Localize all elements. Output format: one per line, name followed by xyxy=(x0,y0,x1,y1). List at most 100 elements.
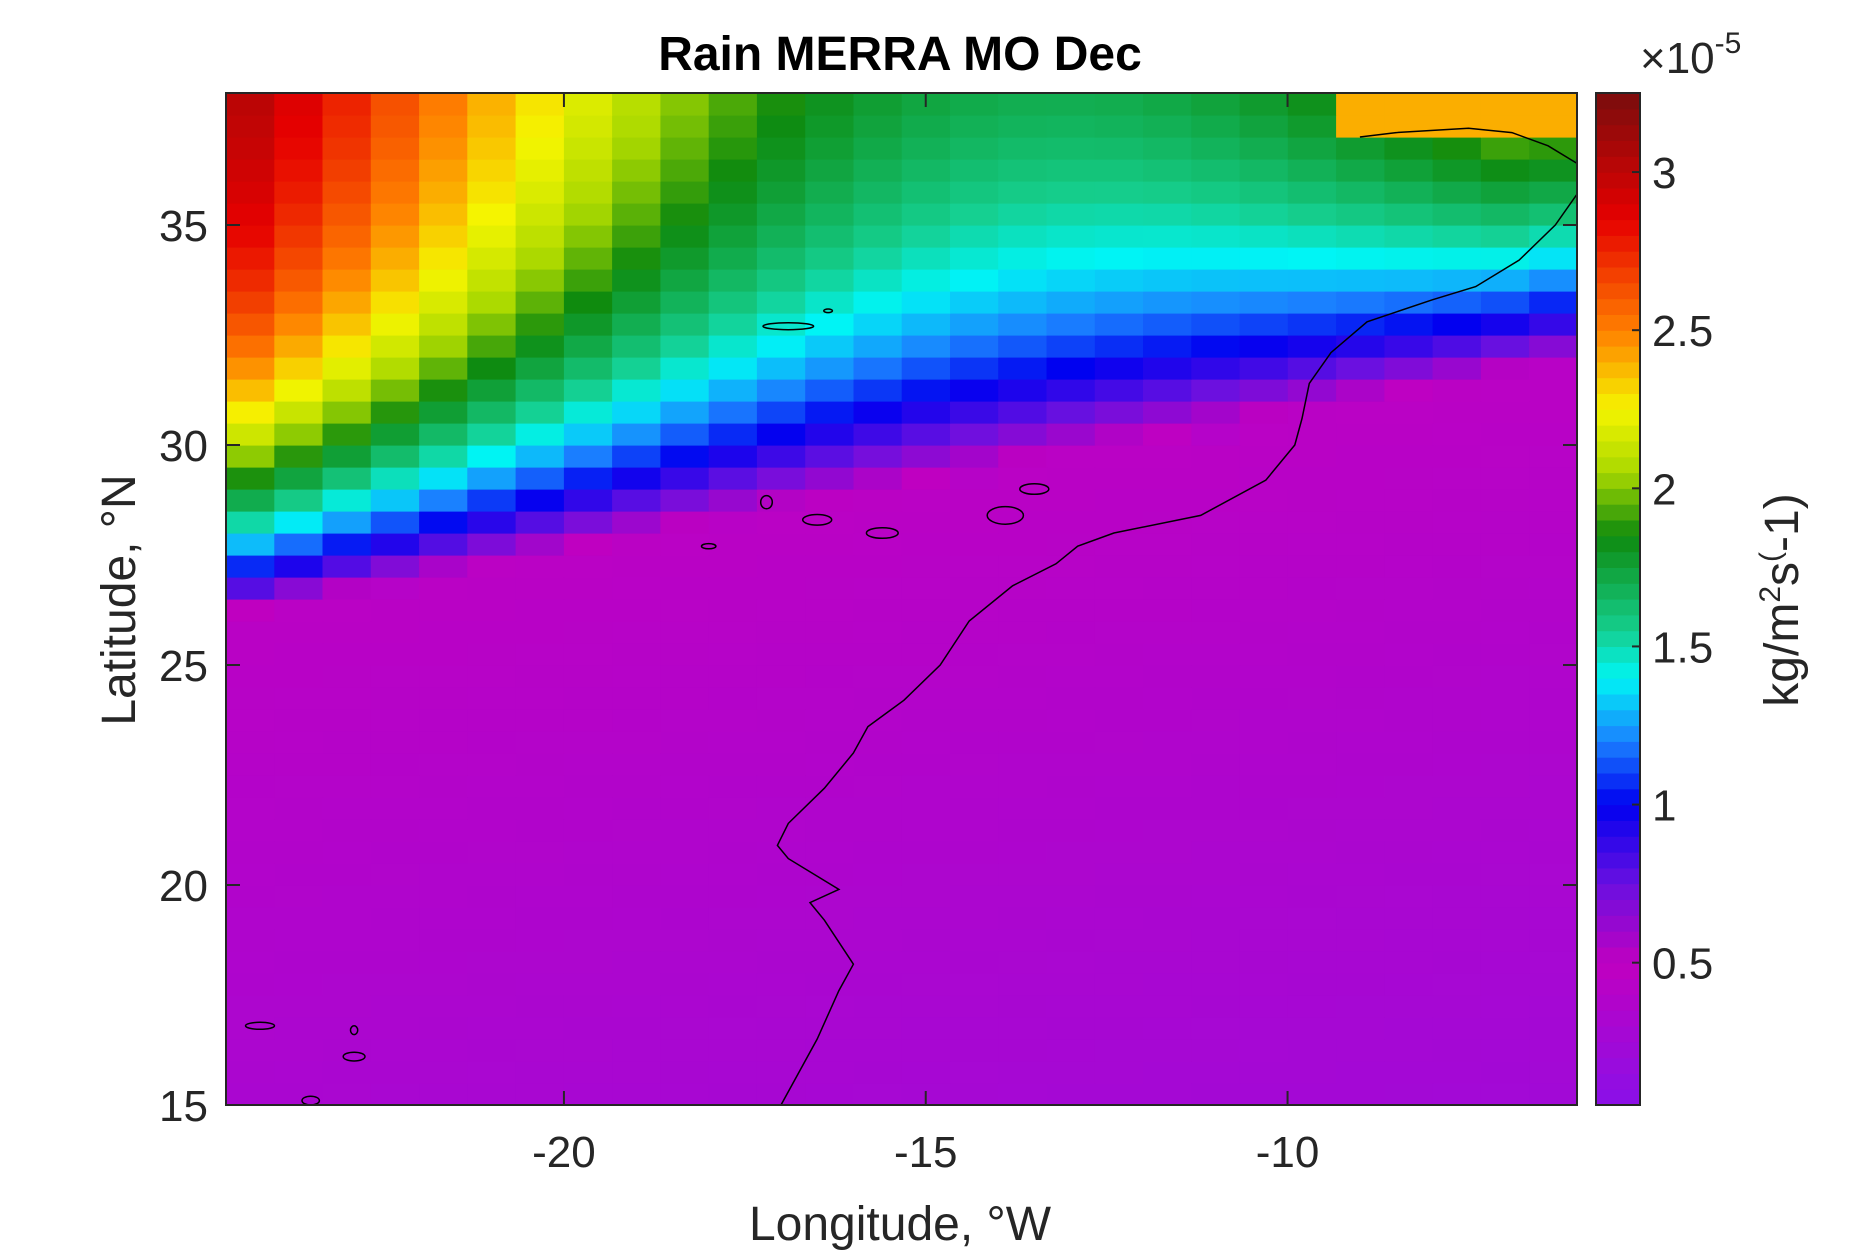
colorbar-band xyxy=(1596,567,1640,584)
heatmap-cell xyxy=(226,1083,275,1106)
heatmap-cell xyxy=(1287,841,1337,864)
heatmap-cell xyxy=(226,247,275,270)
heatmap-cell xyxy=(998,357,1048,380)
heatmap-cell xyxy=(998,687,1048,710)
colorbar-band xyxy=(1596,172,1640,189)
heatmap-cell xyxy=(805,841,855,864)
heatmap-cell xyxy=(515,819,565,842)
heatmap-cell xyxy=(370,1039,420,1062)
heatmap-cell xyxy=(950,797,999,820)
heatmap-cell xyxy=(1432,775,1482,798)
heatmap-cell xyxy=(1094,335,1144,358)
heatmap-cell xyxy=(274,753,324,776)
heatmap-cell xyxy=(1480,445,1530,468)
colorbar-band xyxy=(1596,1057,1640,1074)
heatmap-cell xyxy=(708,137,758,160)
heatmap-cell xyxy=(370,379,420,402)
heatmap-cell xyxy=(1336,379,1385,402)
heatmap-cell xyxy=(660,1083,710,1106)
heatmap-cell xyxy=(950,137,999,160)
heatmap-cell xyxy=(1336,489,1385,512)
heatmap-cell xyxy=(322,687,372,710)
heatmap-cell xyxy=(612,643,661,666)
heatmap-cell xyxy=(467,775,517,798)
heatmap-cell xyxy=(901,203,951,226)
heatmap-cell xyxy=(612,907,661,930)
heatmap-cell xyxy=(1094,203,1144,226)
heatmap-cell xyxy=(1529,225,1578,248)
heatmap-cell xyxy=(370,797,420,820)
heatmap-cell xyxy=(1480,291,1530,314)
heatmap-cell xyxy=(515,291,565,314)
heatmap-cell xyxy=(1191,379,1241,402)
heatmap-cell xyxy=(515,995,565,1018)
heatmap-cell xyxy=(1239,423,1289,446)
heatmap-cell xyxy=(1480,137,1530,160)
colorbar-band xyxy=(1596,282,1640,300)
heatmap-cell xyxy=(1191,1083,1241,1106)
heatmap-cell xyxy=(419,115,468,138)
colorbar-band xyxy=(1596,804,1640,821)
heatmap-cell xyxy=(1143,357,1192,380)
heatmap-cell xyxy=(805,863,855,886)
heatmap-cell xyxy=(515,687,565,710)
heatmap-cell xyxy=(1384,643,1434,666)
heatmap-cell xyxy=(1432,841,1482,864)
heatmap-cell xyxy=(1239,137,1289,160)
heatmap-cell xyxy=(1432,115,1482,138)
heatmap-cell xyxy=(1239,225,1289,248)
heatmap-cell xyxy=(950,819,999,842)
heatmap-cell xyxy=(1384,687,1434,710)
heatmap-cell xyxy=(950,709,999,732)
colorbar-band xyxy=(1596,788,1640,806)
heatmap-cell xyxy=(901,885,951,908)
heatmap-cell xyxy=(1191,533,1241,556)
heatmap-cell xyxy=(998,1017,1048,1040)
heatmap-cell xyxy=(370,511,420,534)
heatmap-cell xyxy=(901,379,951,402)
heatmap-cell xyxy=(274,907,324,930)
heatmap-cell xyxy=(1480,489,1530,512)
heatmap-cell xyxy=(322,555,372,578)
heatmap-cell xyxy=(467,555,517,578)
heatmap-cell xyxy=(612,247,661,270)
heatmap-cell xyxy=(563,1039,613,1062)
heatmap-cell xyxy=(756,335,806,358)
heatmap-cell xyxy=(1336,533,1385,556)
heatmap-cell xyxy=(1287,137,1337,160)
heatmap-cell xyxy=(998,973,1048,996)
heatmap-cell xyxy=(1480,687,1530,710)
heatmap-cell xyxy=(708,885,758,908)
heatmap-cell xyxy=(950,247,999,270)
heatmap-cell xyxy=(1480,159,1530,182)
heatmap-cell xyxy=(1287,1083,1337,1106)
heatmap-cell xyxy=(612,995,661,1018)
heatmap-cell xyxy=(998,577,1048,600)
heatmap-cell xyxy=(612,973,661,996)
heatmap-cell xyxy=(1143,995,1192,1018)
heatmap-cell xyxy=(756,1061,806,1084)
colorbar-band xyxy=(1596,440,1640,458)
heatmap-cell xyxy=(563,247,613,270)
heatmap-cell xyxy=(1529,247,1578,270)
heatmap-cell xyxy=(612,1039,661,1062)
heatmap-cell xyxy=(998,181,1048,204)
heatmap-cell xyxy=(322,93,372,116)
heatmap-cell xyxy=(467,181,517,204)
heatmap-cell xyxy=(950,951,999,974)
heatmap-cell xyxy=(1287,1061,1337,1084)
heatmap-cell xyxy=(322,753,372,776)
heatmap-cell xyxy=(1480,599,1530,622)
heatmap-cell xyxy=(756,687,806,710)
heatmap-cell xyxy=(370,489,420,512)
heatmap-cell xyxy=(901,555,951,578)
heatmap-cell xyxy=(1094,951,1144,974)
heatmap-cell xyxy=(1094,137,1144,160)
heatmap-cell xyxy=(1094,841,1144,864)
heatmap-cell xyxy=(1287,929,1337,952)
heatmap-cell xyxy=(1480,401,1530,424)
heatmap-cell xyxy=(805,577,855,600)
heatmap-cell xyxy=(998,841,1048,864)
heatmap-cell xyxy=(467,533,517,556)
heatmap-cell xyxy=(1143,291,1192,314)
